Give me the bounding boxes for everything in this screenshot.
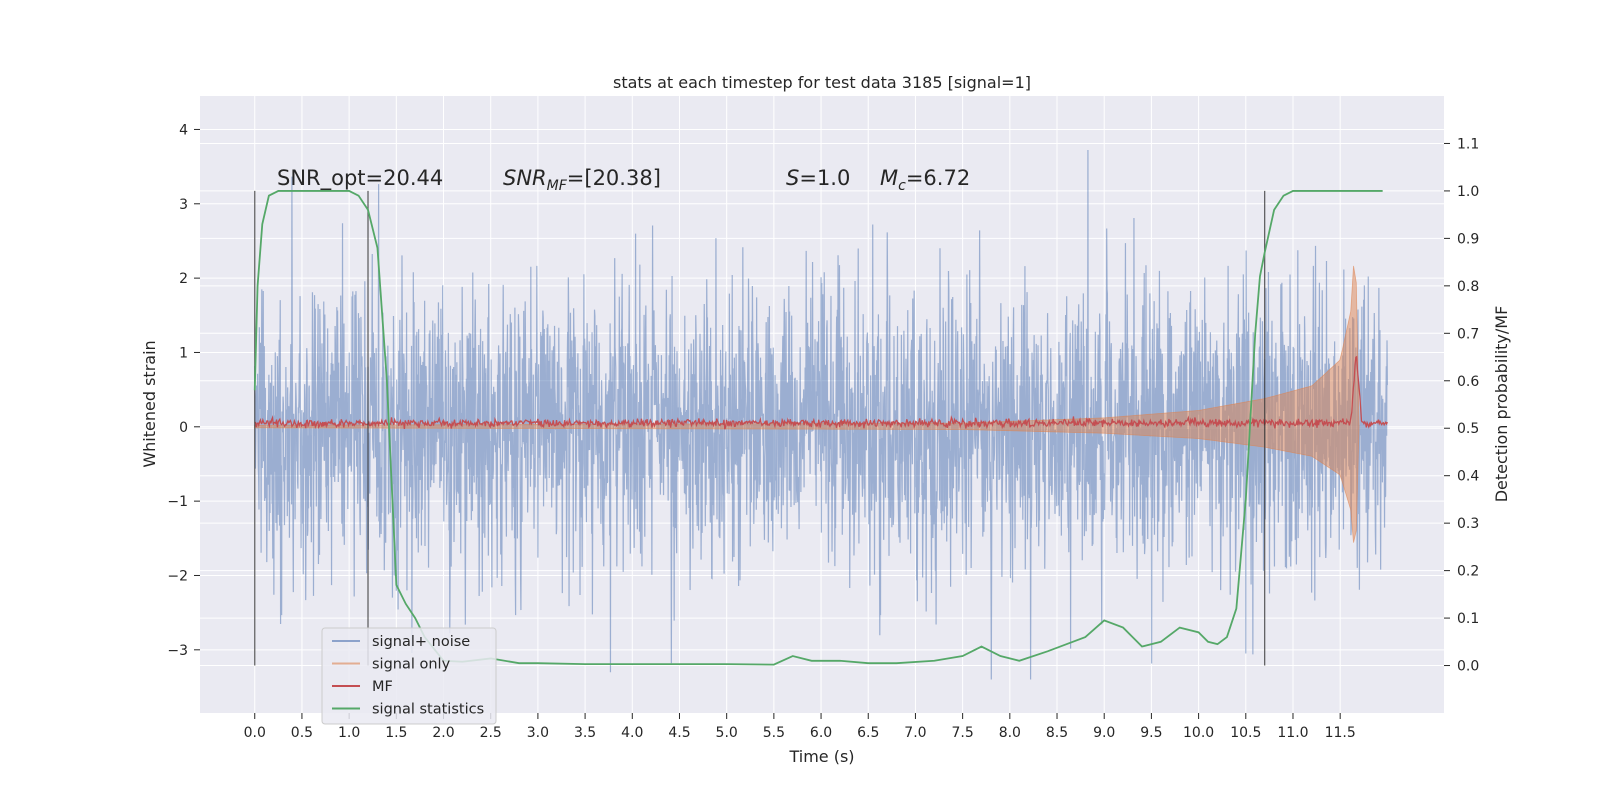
- x-tick-label: 10.5: [1230, 725, 1261, 741]
- s-symbol: S: [786, 166, 799, 190]
- mf-line: [254, 355, 1388, 430]
- y2-axis-label: Detection probability/MF: [1492, 306, 1511, 503]
- x-tick-label: 0.5: [291, 725, 313, 741]
- vertical-markers: [254, 190, 1266, 666]
- annotations: SNR_opt=20.44 SNRMF=[20.38] S=1.0 Mc=6.7…: [277, 166, 970, 194]
- snr-mf-symbol: SNR: [503, 166, 547, 190]
- snr-opt-annotation: SNR_opt=20.44: [277, 166, 443, 191]
- y-tick-label: 4: [179, 122, 188, 138]
- y2-tick-label: 0.9: [1457, 231, 1479, 247]
- x-tick-label: 3.5: [574, 725, 596, 741]
- x-tick-label: 5.5: [763, 725, 785, 741]
- x-tick-label: 5.0: [716, 725, 738, 741]
- y2-tick-label: 0.3: [1457, 516, 1479, 532]
- y2-tick-label: 0.2: [1457, 564, 1479, 580]
- snr-mf-value: =[20.38]: [567, 166, 661, 190]
- x-tick-label: 9.0: [1093, 725, 1115, 741]
- x-tick-label: 10.0: [1183, 725, 1214, 741]
- y-tick-label: −2: [167, 568, 188, 584]
- x-tick-label: 11.5: [1325, 725, 1356, 741]
- legend-label: signal statistics: [372, 702, 484, 718]
- x-tick-label: 0.0: [244, 725, 266, 741]
- y2-tick-label: 0.0: [1457, 659, 1479, 675]
- legend: signal+ noise signal only MF signal statist…: [321, 627, 497, 725]
- y2-tick-label: 0.1: [1457, 611, 1479, 627]
- y-tick-label: 0: [179, 420, 188, 436]
- x-tick-label: 6.5: [857, 725, 879, 741]
- y2-axis-ticks: 1.1 1.0 0.9 0.8 0.7 0.6 0.5 0.4 0.3 0.2 0.1 0.0: [1444, 136, 1479, 675]
- y-tick-label: 1: [179, 345, 188, 361]
- y2-tick-label: 0.7: [1457, 326, 1479, 342]
- chart-title: stats at each timestep for test data 318…: [613, 73, 1031, 92]
- legend-label: MF: [372, 679, 393, 695]
- x-axis-ticks: 0.0 0.5 1.0 1.5 2.0 2.5 3.0 3.5 4.0 4.5 5.0 5.5 6.0 6…: [244, 713, 1356, 741]
- y-axis-ticks: 4 3 2 1 0 −1 −2 −3: [167, 122, 200, 659]
- legend-label: signal+ noise: [372, 634, 470, 650]
- s-value: =1.0: [799, 166, 850, 190]
- y-tick-label: 3: [179, 197, 188, 213]
- x-tick-label: 9.5: [1140, 725, 1162, 741]
- y2-tick-label: 0.8: [1457, 279, 1479, 295]
- snr-mf-annotation: SNRMF=[20.38]: [503, 166, 661, 194]
- x-tick-label: 2.0: [432, 725, 454, 741]
- s-annotation: S=1.0: [786, 166, 850, 190]
- y-tick-label: 2: [179, 271, 188, 287]
- y-tick-label: −3: [167, 643, 188, 659]
- y2-tick-label: 1.1: [1457, 136, 1479, 152]
- snr-mf-subscript: MF: [547, 178, 568, 194]
- legend-label: signal only: [372, 657, 451, 673]
- legend-frame: [321, 627, 497, 725]
- x-tick-label: 2.5: [480, 725, 502, 741]
- y2-tick-label: 0.4: [1457, 469, 1479, 485]
- x-tick-label: 3.0: [527, 725, 549, 741]
- mc-value: =6.72: [906, 166, 970, 190]
- y2-tick-label: 0.5: [1457, 421, 1479, 437]
- x-tick-label: 8.5: [1046, 725, 1068, 741]
- x-tick-label: 4.0: [621, 725, 643, 741]
- x-tick-label: 1.5: [385, 725, 407, 741]
- x-tick-label: 4.5: [668, 725, 690, 741]
- y2-tick-label: 0.6: [1457, 374, 1479, 390]
- y-tick-label: −1: [167, 494, 188, 510]
- mc-symbol: M: [880, 166, 898, 190]
- mc-annotation: Mc=6.72: [880, 166, 970, 194]
- x-tick-label: 6.0: [810, 725, 832, 741]
- x-tick-label: 7.5: [952, 725, 974, 741]
- x-axis-label: Time (s): [788, 747, 854, 766]
- y-axis-label: Whitened strain: [140, 340, 159, 467]
- y2-tick-label: 1.0: [1457, 184, 1479, 200]
- mc-subscript: c: [898, 178, 906, 194]
- signal-noise-line: [254, 150, 1388, 680]
- x-tick-label: 8.0: [999, 725, 1021, 741]
- signal-statistics-line: [253, 190, 1383, 666]
- legend-entries: signal+ noise signal only MF signal statist…: [332, 634, 484, 718]
- x-tick-label: 11.0: [1277, 725, 1308, 741]
- x-tick-label: 1.0: [338, 725, 360, 741]
- x-tick-label: 7.0: [904, 725, 926, 741]
